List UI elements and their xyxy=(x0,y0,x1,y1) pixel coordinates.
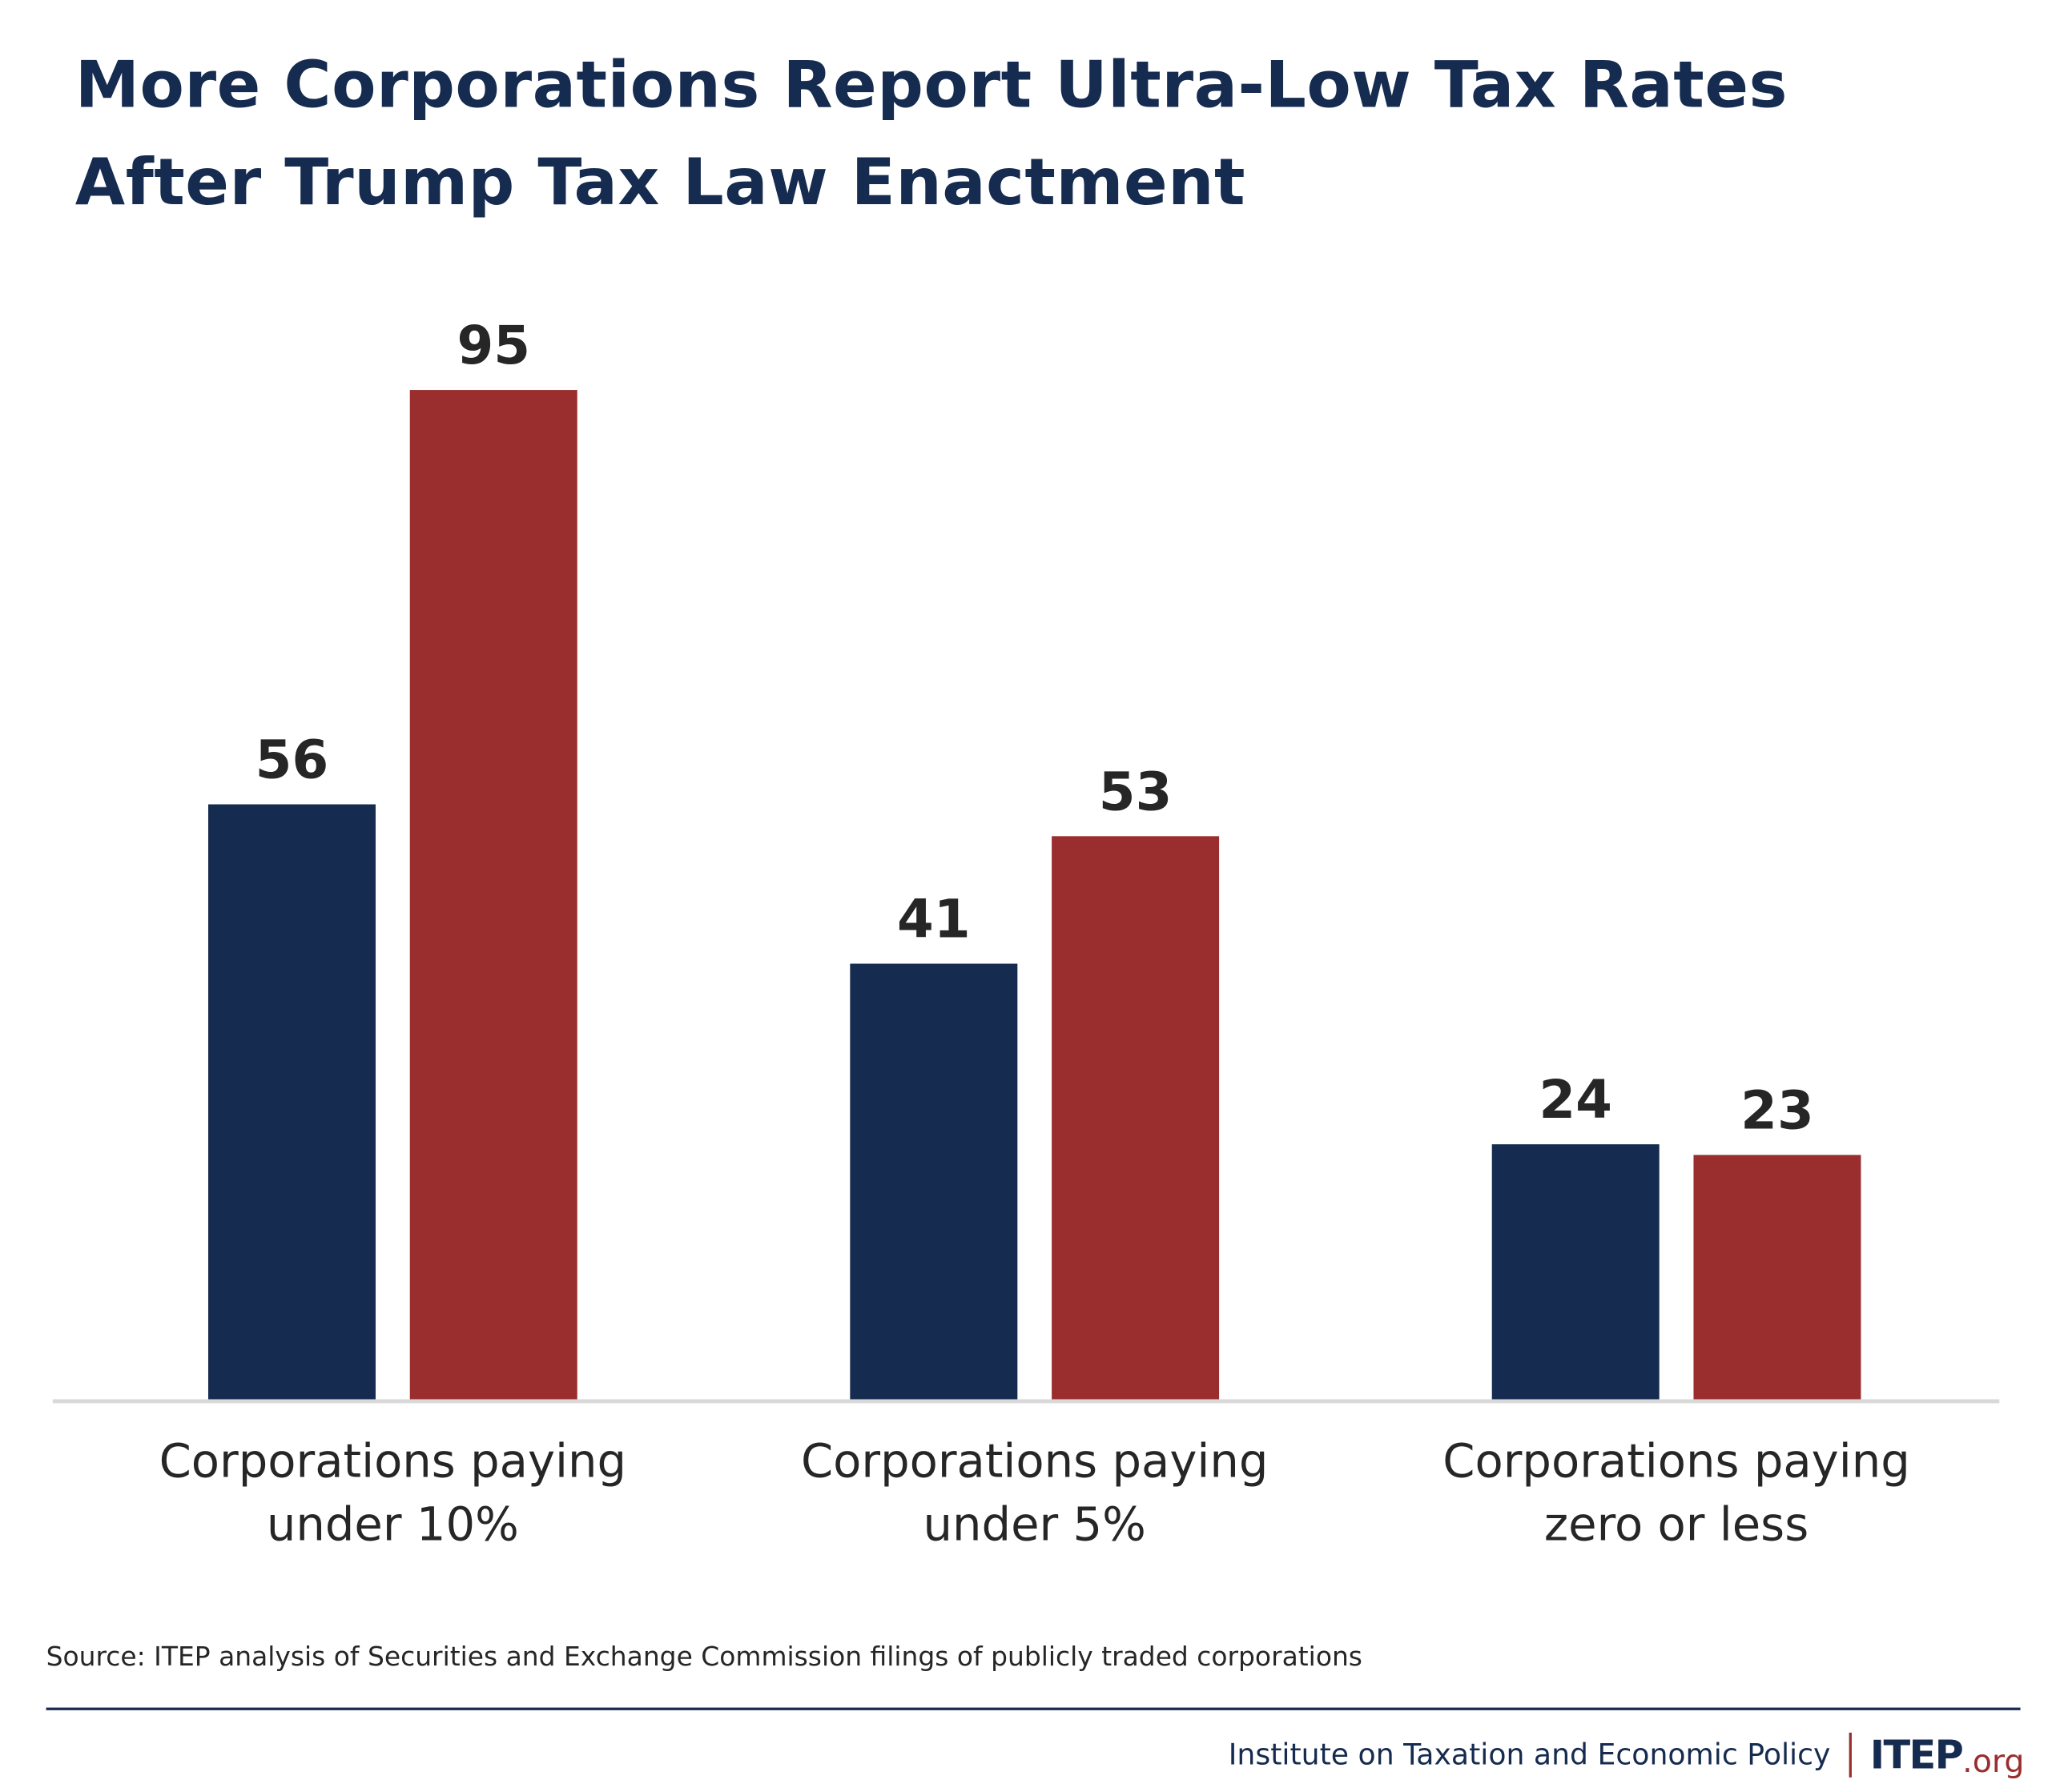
itep-logo-suffix: .org xyxy=(1962,1742,2025,1781)
category-label-line: Corporations paying xyxy=(800,1436,1269,1489)
bar-series-1-group-2 xyxy=(850,963,1018,1400)
bar-series-1-group-3 xyxy=(1491,1144,1660,1400)
category-label-under-10: Corporations paying under 10% xyxy=(103,1431,682,1557)
footer-separator xyxy=(1849,1732,1852,1778)
value-label: 53 xyxy=(1099,761,1173,822)
category-label-zero-or-less: Corporations paying zero or less xyxy=(1386,1431,1966,1557)
bar-series-2-group-3 xyxy=(1693,1155,1861,1400)
footer-divider xyxy=(46,1707,2021,1710)
value-label: 95 xyxy=(457,315,530,376)
value-label: 56 xyxy=(255,729,329,791)
org-name: Institute on Taxation and Economic Polic… xyxy=(1228,1738,1831,1772)
category-label-line: Corporations paying xyxy=(159,1436,627,1489)
itep-logo: ITEP xyxy=(1869,1732,1964,1778)
category-label-line: under 5% xyxy=(923,1499,1146,1553)
bar-series-2-group-1 xyxy=(409,390,577,1400)
category-label-line: under 10% xyxy=(266,1499,519,1553)
value-label: 41 xyxy=(897,889,971,950)
bar-series-1-group-1 xyxy=(207,804,376,1400)
title-line-1: More Corporations Report Ultra-Low Tax R… xyxy=(74,47,1788,123)
title-line-2: After Trump Tax Law Enactment xyxy=(74,145,1246,220)
footer: Institute on Taxation and Economic Polic… xyxy=(1228,1730,2025,1781)
category-label-line: zero or less xyxy=(1543,1499,1809,1553)
value-label: 23 xyxy=(1740,1079,1814,1141)
bar-series-2-group-2 xyxy=(1052,836,1220,1400)
source-note: Source: ITEP analysis of Securities and … xyxy=(46,1640,1362,1673)
category-label-under-5: Corporations paying under 5% xyxy=(745,1431,1325,1557)
chart-title: More Corporations Report Ultra-Low Tax R… xyxy=(75,37,1788,232)
value-label: 24 xyxy=(1539,1069,1612,1131)
category-label-line: Corporations paying xyxy=(1442,1436,1910,1489)
